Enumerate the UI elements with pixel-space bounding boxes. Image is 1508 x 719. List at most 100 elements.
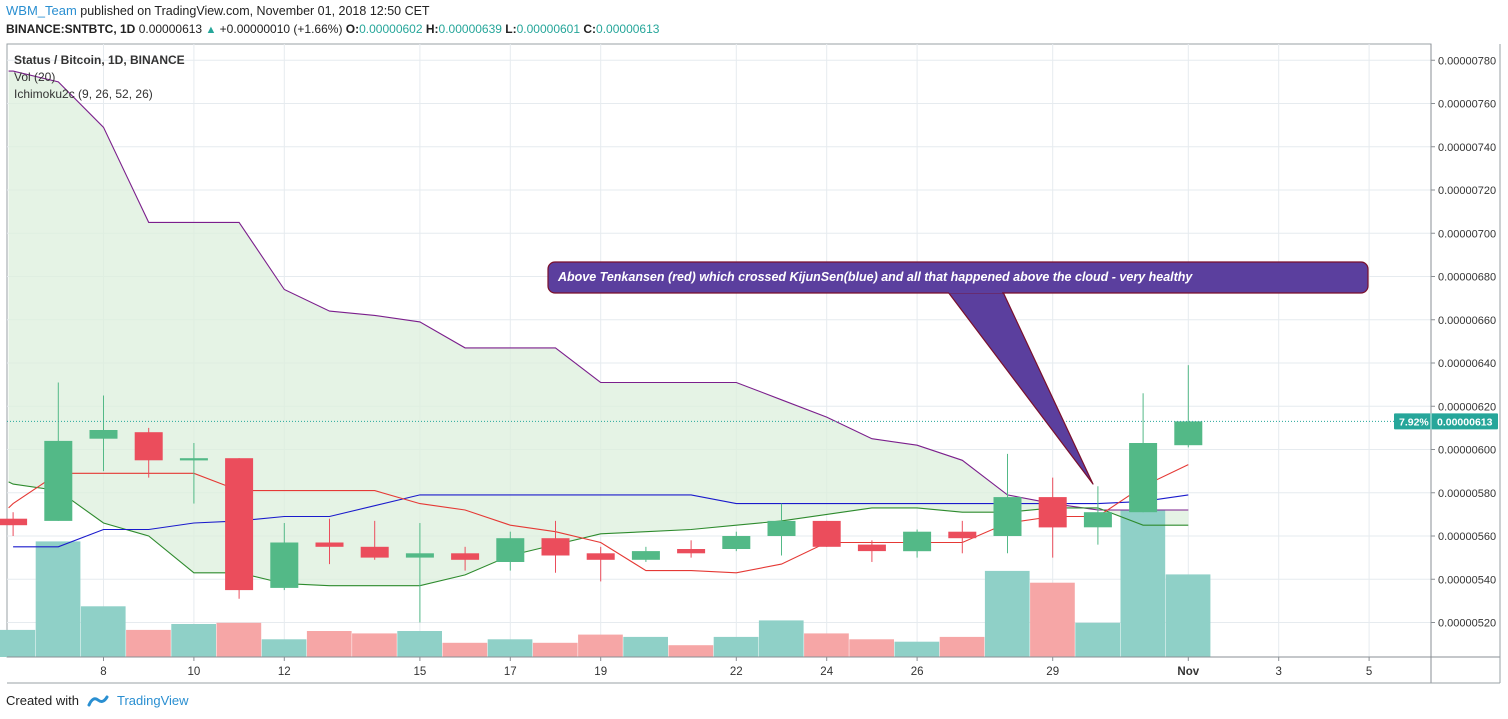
candle-body [767,520,796,536]
y-tick-label: 0.00000680 [1438,272,1496,284]
x-tick-label: 29 [1046,666,1059,678]
low-label: L: [505,22,517,36]
volume-bar [1075,622,1120,657]
legend-title: Status / Bitcoin, 1D, BINANCE [14,53,185,67]
legend-volume[interactable]: Vol (20) [14,70,56,84]
tenkan-sen-line [8,464,1189,574]
axes: 0.00000520 0.00000540 0.00000560 0.00000580… [7,44,1501,684]
tradingview-logo-icon [87,695,109,706]
candle-body [1129,443,1158,513]
x-tick-label: 10 [188,666,201,678]
candles [0,365,1431,623]
candle-body [360,546,389,558]
volume-bar [532,642,578,657]
volume-bar [894,641,940,657]
candle-body [315,542,344,547]
volume-bar [352,633,397,657]
y-tick-label: 0.00000560 [1438,531,1496,543]
volume-bar [126,629,171,657]
volume-bar [80,606,126,657]
volume-bar [578,634,623,657]
volume-bar [939,636,985,657]
y-tick-label: 0.00000620 [1438,401,1496,413]
open-value: 0.00000602 [359,22,423,36]
y-tick-label: 0.00000540 [1438,574,1496,586]
senkou-span-b-line [8,70,1189,511]
volume-bar [984,570,1030,657]
candle-body [903,531,932,552]
volume-bar [0,629,36,657]
open-label: O: [345,22,360,36]
volume-bar [758,620,804,657]
y-tick-label: 0.00000720 [1438,185,1496,197]
candle-body [586,553,615,560]
last-price-badge: 7.92% 0.00000613 [1394,413,1498,430]
last-price-badge-bg [1394,413,1498,430]
volume-bar [713,636,759,657]
tradingview-brand-link[interactable]: TradingView [116,693,189,708]
author-link[interactable]: WBM_Team [6,3,77,18]
candle-body [1174,421,1203,446]
y-tick-label: 0.00000600 [1438,445,1496,457]
y-tick-label: 0.00000580 [1438,488,1496,500]
cloud-fill [8,71,1189,586]
high-label: H: [425,22,439,36]
candle-body [948,531,977,539]
candle-body [270,542,299,588]
y-tick-label: 0.00000660 [1438,315,1496,327]
volume-bar [668,645,714,657]
candle-body [857,544,886,552]
y-tick-label: 0.00000780 [1438,55,1496,67]
ichimoku-cloud [8,71,1189,586]
candle-body [631,551,660,560]
candle-body [722,536,751,549]
volume-bar [1165,574,1211,657]
y-tick-label: 0.00000760 [1438,99,1496,111]
candle-body [541,538,570,556]
volume-bar [804,633,849,657]
volume-bar [261,639,307,657]
x-tick-label: 19 [594,666,607,678]
candle-body [451,553,480,560]
close-value: 0.00000613 [596,22,660,36]
change-value: +0.00000010 (+1.66%) [219,22,343,36]
callout-text: Above Tenkansen (red) which crossed Kiju… [557,270,1193,284]
candle-body [44,440,73,521]
candle-body [179,458,208,461]
senkou-span-a-line [8,481,1189,587]
x-tick-label: 22 [730,666,743,678]
candle-body [89,430,118,439]
candle-body [134,432,163,461]
y-tick-label: 0.00000740 [1438,142,1496,154]
volume-bars [0,509,1211,657]
created-with-label: Created with [6,693,79,708]
volume-bar [1120,509,1166,657]
x-tick-label: 5 [1366,666,1372,678]
last-price-pct: 7.92% [1399,416,1429,428]
x-tick-label: 3 [1275,666,1281,678]
low-value: 0.00000601 [516,22,581,36]
y-tick-label: 0.00000700 [1438,228,1496,240]
x-tick-label: 15 [414,666,427,678]
candle-body [812,520,841,547]
ichimoku-lines [8,70,1189,587]
candle-body [405,553,434,558]
volume-bar [442,642,488,657]
volume-bar [623,636,668,657]
kijun-sen-line [13,494,1189,548]
candle-body [677,549,706,554]
volume-bar [306,631,352,657]
x-tick-label: 26 [911,666,924,678]
candle-body [1038,497,1067,528]
annotation-callout[interactable]: Above Tenkansen (red) which crossed Kiju… [547,261,1369,485]
high-value: 0.00000639 [438,22,502,36]
volume-bar [397,631,442,657]
legend-ichimoku[interactable]: Ichimoku2c (9, 26, 52, 26) [14,87,153,101]
volume-bar [171,624,216,657]
last-price: 0.00000613 [138,22,203,36]
symbol-label: BINANCE:SNTBTC, 1D [6,22,136,36]
last-price-value: 0.00000613 [1437,416,1493,428]
candle-body [496,538,525,562]
close-label: C: [583,22,597,36]
